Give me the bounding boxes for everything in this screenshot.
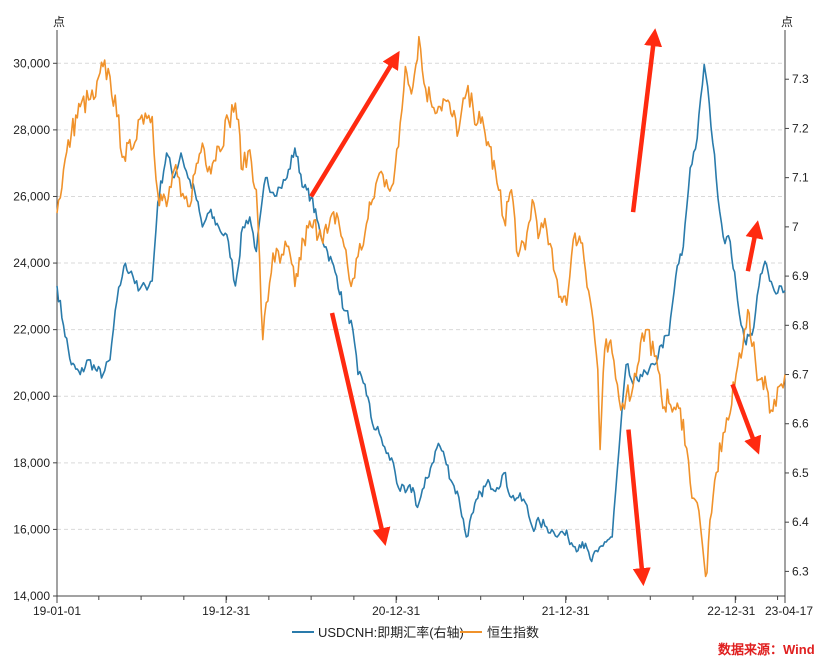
annotation-arrows bbox=[309, 28, 764, 587]
left-tick-label: 24,000 bbox=[13, 256, 50, 270]
x-tick-label: 19-01-01 bbox=[33, 604, 81, 618]
annotation-arrow bbox=[626, 429, 651, 587]
x-tick-label: 23-04-17 bbox=[765, 604, 813, 618]
right-tick-label: 7 bbox=[792, 220, 799, 234]
left-tick-label: 14,000 bbox=[13, 589, 50, 603]
right-tick-label: 7.3 bbox=[792, 72, 809, 86]
legend-label-usdcnh: USDCNH:即期汇率(右轴) bbox=[318, 625, 464, 640]
legend: USDCNH:即期汇率(右轴) 恒生指数 bbox=[292, 625, 539, 640]
right-tick-label: 7.1 bbox=[792, 171, 809, 185]
usdcnh-line bbox=[56, 63, 786, 563]
left-tick-label: 26,000 bbox=[13, 189, 50, 203]
left-tick-label: 22,000 bbox=[13, 323, 50, 337]
x-tick-label: 22-12-31 bbox=[707, 604, 755, 618]
grid bbox=[57, 62, 785, 597]
right-tick-label: 6.8 bbox=[792, 318, 809, 332]
left-unit-label: 点 bbox=[53, 15, 65, 29]
right-tick-label: 6.3 bbox=[792, 564, 809, 578]
x-tick-label: 20-12-31 bbox=[372, 604, 420, 618]
annotation-arrow bbox=[329, 312, 391, 546]
annotation-arrow bbox=[745, 220, 764, 272]
source-label: 数据来源：Wind bbox=[718, 642, 815, 657]
left-tick-label: 16,000 bbox=[13, 522, 50, 536]
right-tick-label: 6.6 bbox=[792, 417, 809, 431]
annotation-arrow bbox=[309, 50, 400, 198]
right-tick-label: 6.7 bbox=[792, 368, 809, 382]
left-tick-label: 28,000 bbox=[13, 123, 50, 137]
series-lines bbox=[56, 35, 786, 578]
x-tick-label: 19-12-31 bbox=[202, 604, 250, 618]
left-tick-label: 18,000 bbox=[13, 456, 50, 470]
legend-label-hsi: 恒生指数 bbox=[487, 625, 539, 640]
x-tick-label: 21-12-31 bbox=[542, 604, 590, 618]
right-tick-label: 6.9 bbox=[792, 269, 809, 283]
annotation-arrow bbox=[730, 383, 762, 455]
right-tick-label: 6.5 bbox=[792, 466, 809, 480]
right-tick-label: 7.2 bbox=[792, 121, 809, 135]
right-tick-label: 6.4 bbox=[792, 515, 809, 529]
axes: 14,000 16,000 18,000 20,000 22,000 24,000 26,0… bbox=[13, 30, 813, 618]
annotation-arrow bbox=[630, 28, 663, 213]
hsi-line bbox=[56, 35, 786, 578]
left-tick-label: 30,000 bbox=[13, 56, 50, 70]
right-unit-label: 点 bbox=[781, 15, 793, 29]
left-tick-label: 20,000 bbox=[13, 389, 50, 403]
